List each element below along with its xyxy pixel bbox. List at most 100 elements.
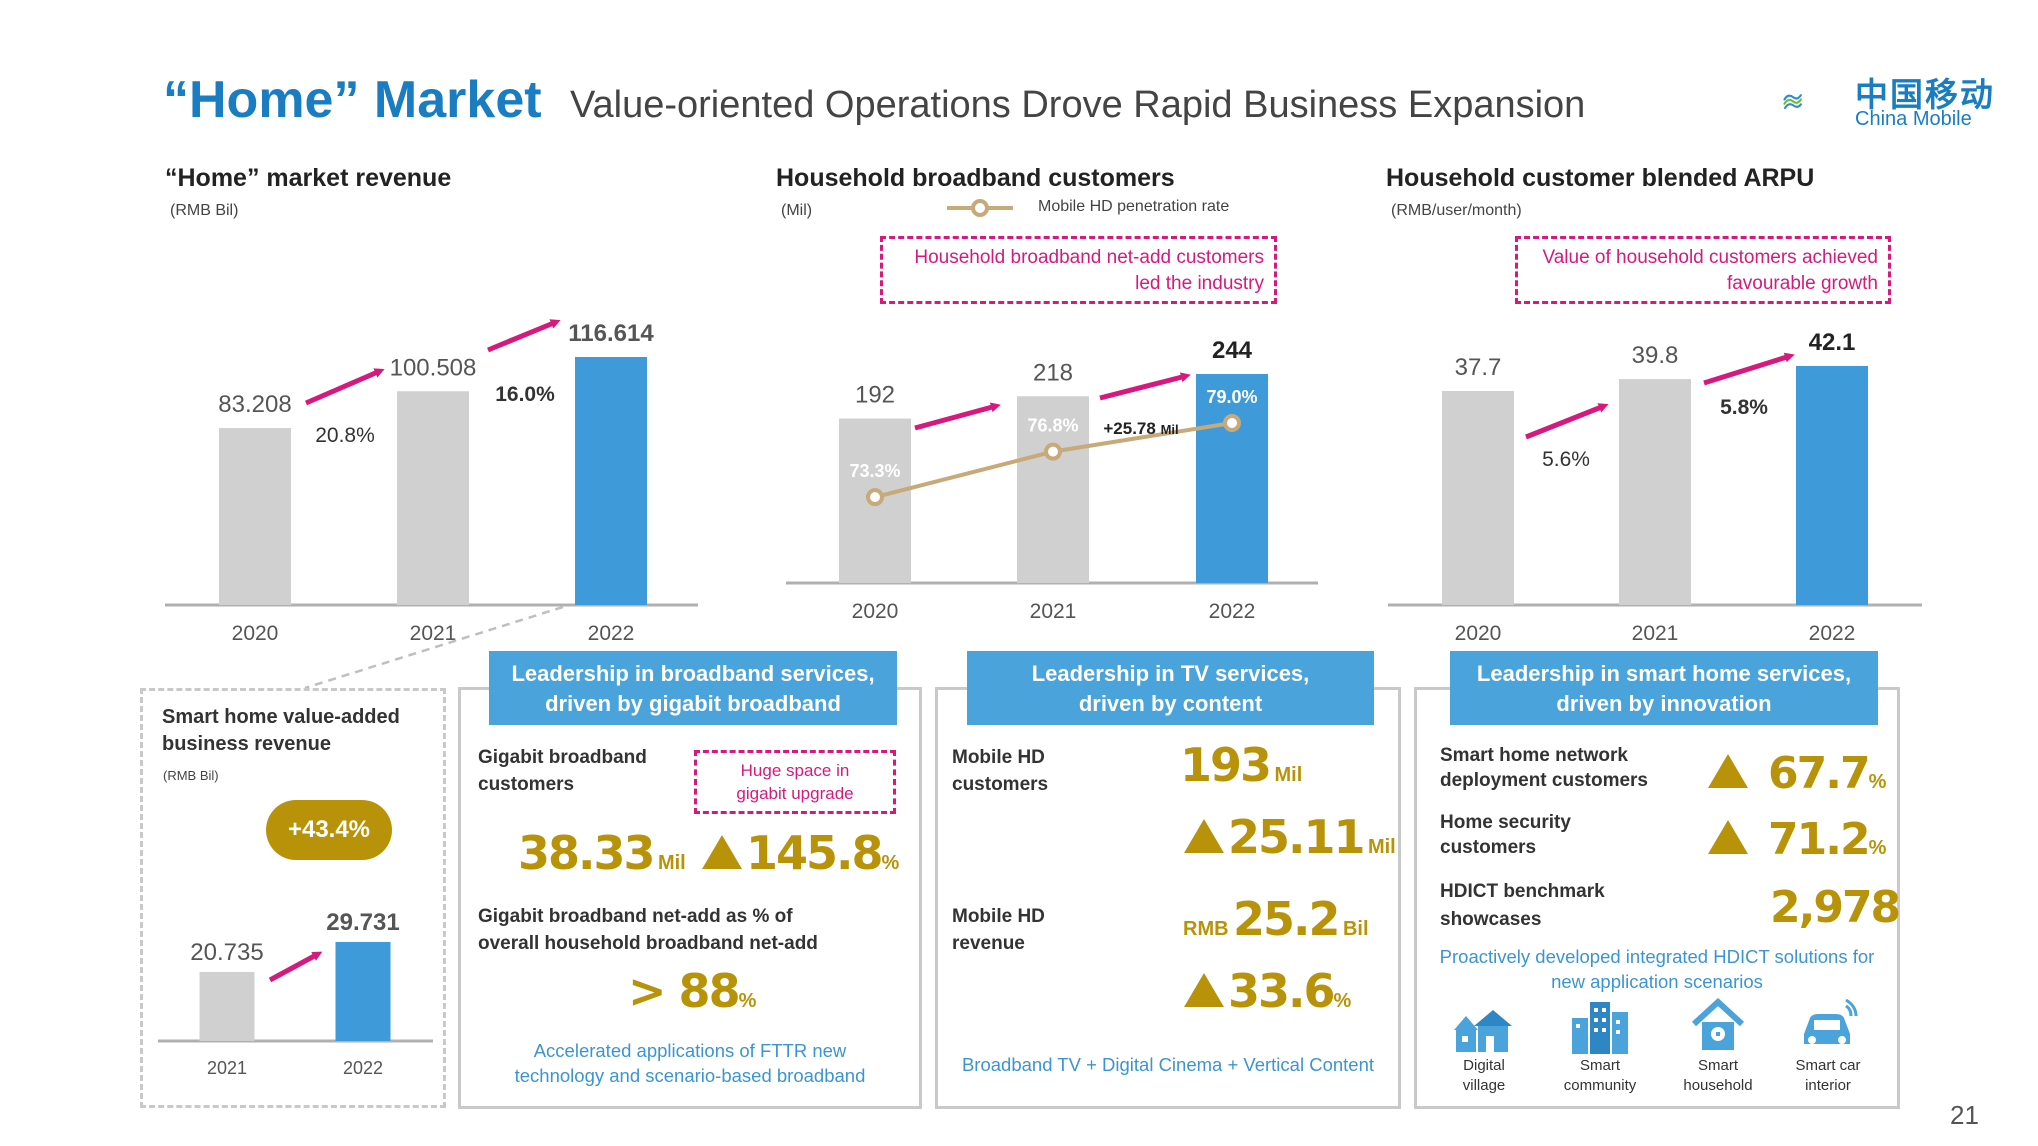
icon0-line1: Digital (1463, 1057, 1505, 1074)
net-add-label: +25.78 Mil (1103, 419, 1178, 438)
netadd-pct: % (738, 990, 757, 1012)
gigabit-customers-value: 38.33 Mil (518, 826, 686, 880)
bar-2020 (219, 428, 291, 605)
bar-value-label: 39.8 (1632, 342, 1679, 369)
smart-sec-growth: 71.2 (1768, 814, 1871, 865)
smart-home-unit: (RMB Bil) (163, 768, 219, 783)
growth-arrow (305, 368, 385, 406)
up-triangle-icon (1184, 819, 1224, 853)
bar-2022 (1796, 366, 1868, 605)
smart-sec-pct: % (1868, 837, 1887, 859)
smart-net-pct: % (1868, 771, 1887, 793)
gigabit-label-line2: customers (478, 774, 575, 795)
tv-rev-label-line1: Mobile HD (952, 906, 1045, 927)
icon1-line2: community (1563, 1077, 1637, 1094)
bar-2020 (839, 418, 911, 583)
upgrade-note-line2: gigabit upgrade (736, 784, 854, 803)
arpu-chart-unit: (RMB/user/month) (1391, 202, 1522, 219)
tv-rev-growth: 33.6 (1228, 964, 1335, 1018)
bar-2021 (1017, 396, 1089, 583)
penetration-point (866, 488, 884, 507)
home-security-growth: 71.2% (1708, 814, 1886, 865)
tv-rev-growth-pct: % (1333, 990, 1352, 1012)
x-tick-label: 2020 (852, 600, 899, 623)
page-subtitle: Value-oriented Operations Drove Rapid Bu… (570, 84, 1586, 126)
penetration-point (1044, 442, 1062, 461)
icon3-line1: Smart car (1795, 1057, 1861, 1074)
growth-arrow (1099, 372, 1191, 401)
broadband-head-line1: Leadership in broadband services, (511, 661, 875, 686)
smart-head-line1: Leadership in smart home services, (1476, 661, 1852, 686)
gigabit-growth-value: 145.8 (746, 826, 884, 880)
smart-home-revenue-card (140, 688, 446, 1108)
growth-rate-label: 20.8% (315, 424, 375, 447)
tv-cust-value: 193 (1180, 738, 1272, 792)
broadband-callout-line2: led the industry (1135, 273, 1264, 294)
icon2-line1: Smart (1697, 1057, 1738, 1074)
growth-arrow (1525, 403, 1609, 440)
netadd-label: Gigabit broadband net-add as % of overal… (478, 903, 818, 957)
penetration-rate-label: 76.8% (1027, 416, 1078, 436)
mobile-hd-revenue-growth: 33.6% (1184, 964, 1351, 1018)
up-triangle-icon (1708, 754, 1748, 788)
arpu-callout-line2: favourable growth (1726, 273, 1878, 294)
x-tick-label: 2020 (1455, 622, 1502, 645)
smart-head-line2: driven by innovation (1556, 691, 1772, 716)
penetration-rate-label: 79.0% (1206, 387, 1257, 407)
smart-note-line2: new application scenarios (1551, 971, 1763, 992)
growth-rate-label: 16.0% (495, 383, 555, 406)
growth-rate-label: 5.8% (1720, 396, 1768, 419)
gigabit-customers-label: Gigabit broadband customers (478, 744, 647, 798)
mobile-hd-revenue-label: Mobile HD revenue (952, 903, 1045, 957)
broadband-panel-header: Leadership in broadband services, driven… (489, 651, 897, 725)
gigabit-value: 38.33 (518, 826, 656, 880)
bar-value-label: 42.1 (1809, 329, 1856, 356)
smart-note: Proactively developed integrated HDICT s… (1424, 944, 1890, 994)
net-add-unit: Mil (1161, 422, 1179, 437)
hdict-value: 2,978 (1770, 882, 1901, 933)
smart-car-label: Smart car interior (1773, 1056, 1883, 1096)
icon1-line1: Smart (1579, 1057, 1620, 1074)
smart-net-label-line1: Smart home network (1440, 745, 1628, 766)
icon3-line2: interior (1805, 1077, 1851, 1094)
growth-arrow (914, 402, 1001, 431)
growth-badge: +43.4% (266, 800, 392, 860)
gigabit-label-line1: Gigabit broadband (478, 747, 647, 768)
arpu-callout-line1: Value of household customers achieved (1542, 247, 1878, 268)
upgrade-note: Huge space in gigabit upgrade (694, 750, 896, 814)
bar-value-label: 100.508 (390, 354, 477, 381)
tv-rev-prefix: RMB (1183, 918, 1229, 940)
digital-village-icon (1454, 1010, 1512, 1052)
revenue-chart-title: “Home” market revenue (165, 164, 452, 192)
smart-home-revenue-title: Smart home value-added business revenue (162, 704, 400, 758)
mobile-hd-revenue-value: RMB 25.2 Bil (1183, 892, 1369, 946)
legend-line-marker (947, 199, 1013, 217)
growth-arrow (1703, 352, 1795, 386)
netadd-label-line2: overall household broadband net-add (478, 933, 818, 954)
up-triangle-icon (702, 835, 742, 869)
broadband-head-line2: driven by gigabit broadband (545, 691, 841, 716)
mobile-hd-customers-growth: 25.11 Mil (1184, 810, 1396, 864)
netadd-label-line1: Gigabit broadband net-add as % of (478, 906, 793, 927)
page-title: “Home” Market (163, 71, 542, 129)
x-tick-label: 2020 (232, 622, 279, 645)
smart-car-icon (1804, 998, 1858, 1044)
tv-cust-label-line1: Mobile HD (952, 747, 1045, 768)
tv-cust-growth-unit: Mil (1367, 836, 1396, 858)
penetration-rate-line (874, 421, 1233, 500)
bar-value-label: 218 (1033, 359, 1073, 386)
smart-hdict-label-line1: HDICT benchmark (1440, 881, 1605, 902)
upgrade-note-line1: Huge space in (740, 761, 850, 780)
bar-value-label: 37.7 (1455, 354, 1502, 381)
bar-value-label: 83.208 (218, 391, 291, 418)
legend-label: Mobile HD penetration rate (1038, 198, 1230, 215)
bar-value-label: 244 (1212, 337, 1253, 364)
smart-home-title-line2: business revenue (162, 733, 331, 755)
gigabit-growth: 145.8% (702, 826, 899, 880)
netadd-value: > 88 (628, 964, 741, 1018)
growth-arrow (487, 319, 561, 353)
smart-sec-label-line2: customers (1440, 837, 1537, 858)
smart-net-growth: 67.7 (1768, 748, 1871, 799)
broadband-chart-unit: (Mil) (781, 202, 813, 219)
tv-rev-value: 25.2 (1233, 892, 1340, 946)
